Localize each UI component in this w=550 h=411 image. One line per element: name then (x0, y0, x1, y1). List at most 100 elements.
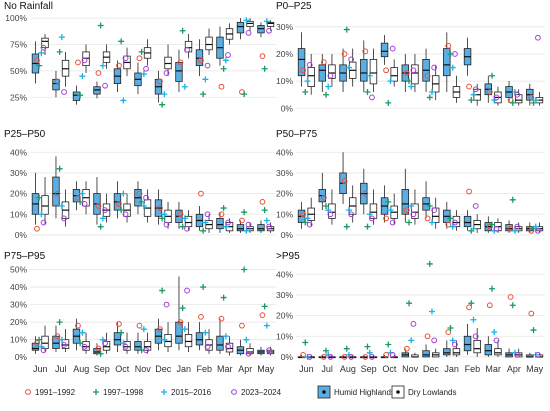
event-marker-28 (445, 329, 452, 336)
event-marker-25 (159, 287, 166, 294)
event-marker-42 (243, 336, 250, 343)
event-marker-6 (58, 34, 65, 41)
event-marker-15 (369, 354, 375, 360)
event-marker-10 (345, 207, 352, 214)
event-marker-47 (266, 223, 272, 230)
y-tick-label: 10% (10, 335, 27, 345)
event-marker-27 (431, 64, 438, 71)
event-marker-11 (81, 201, 88, 207)
event-marker-36 (218, 315, 225, 322)
event-marker-0 (300, 67, 306, 74)
humid-box-3-box (360, 59, 368, 82)
event-marker-26 (428, 89, 435, 95)
x-tick-label: May (526, 364, 544, 374)
event-marker-23 (410, 320, 417, 327)
panel-title: No Rainfall (4, 1, 53, 12)
event-marker-23 (410, 211, 417, 218)
event-marker-39 (493, 337, 500, 344)
panel-title: P0–P25 (276, 1, 312, 12)
event-marker-5 (56, 165, 63, 172)
event-marker-28 (177, 59, 184, 66)
event-marker-22 (408, 337, 415, 344)
event-marker-41 (241, 266, 248, 273)
event-marker-41 (241, 91, 248, 98)
event-marker-44 (259, 198, 266, 205)
event-marker-47 (535, 351, 541, 358)
event-marker-22 (140, 71, 147, 78)
x-tick-label: Nov (135, 364, 152, 374)
humid-box-9-box (216, 335, 224, 351)
event-marker-34 (202, 219, 209, 226)
event-marker-11 (81, 57, 88, 64)
event-marker-26 (161, 211, 168, 218)
dry-box-3-box (369, 59, 378, 85)
event-marker-10 (345, 64, 352, 71)
event-marker-17 (118, 329, 125, 336)
event-marker-25 (159, 101, 166, 108)
x-tick-label: Sep (361, 364, 377, 374)
y-tick-label: 40% (276, 269, 293, 279)
event-marker-5 (323, 203, 330, 209)
x-tick-label: Jul (55, 364, 67, 374)
event-marker-0 (34, 57, 40, 64)
legend-box-dot (396, 390, 400, 394)
event-marker-8 (341, 51, 348, 57)
event-marker-20 (403, 70, 410, 76)
humid-box-6-box (422, 350, 430, 358)
event-marker-33 (200, 227, 207, 234)
x-tick-label: Apr (507, 364, 521, 374)
event-marker-1 (36, 336, 43, 343)
event-marker-18 (120, 190, 127, 197)
event-marker-10 (79, 329, 86, 336)
legend-marker-label: 1997–1998 (103, 388, 144, 397)
event-marker-30 (181, 326, 188, 333)
y-tick-label: 20% (276, 311, 293, 321)
dry-box-3-box (369, 203, 378, 219)
event-marker-45 (261, 65, 268, 72)
event-marker-39 (225, 52, 231, 58)
event-marker-43 (245, 350, 252, 357)
dry-box-0-box (41, 195, 49, 215)
event-marker-37 (489, 285, 496, 292)
event-marker-35 (472, 86, 479, 93)
event-marker-19 (389, 45, 396, 52)
legend-marker-label: 1991–1992 (35, 388, 76, 397)
x-tick-label: Dec (155, 364, 172, 374)
event-marker-28 (177, 211, 184, 218)
event-marker-15 (102, 340, 108, 347)
humid-box-1-box (52, 335, 60, 349)
event-marker-35 (204, 211, 211, 218)
event-marker-29 (447, 215, 454, 222)
event-marker-47 (535, 227, 541, 234)
event-marker-14 (366, 72, 373, 79)
event-marker-7 (61, 342, 67, 348)
event-marker-5 (323, 91, 330, 98)
event-marker-0 (300, 211, 306, 218)
humid-box-8-box (463, 335, 472, 352)
x-tick-label: Jul (321, 364, 333, 374)
event-marker-26 (428, 308, 435, 315)
y-tick-label: 0% (15, 352, 28, 362)
event-marker-19 (389, 219, 396, 226)
event-marker-38 (491, 329, 498, 336)
event-marker-31 (452, 219, 458, 226)
event-marker-21 (138, 198, 145, 205)
event-marker-37 (220, 205, 227, 212)
event-marker-8 (341, 354, 348, 360)
event-marker-30 (449, 337, 456, 344)
x-tick-label: Mar (217, 364, 233, 374)
event-marker-40 (507, 225, 514, 232)
event-marker-23 (143, 65, 149, 72)
event-marker-19 (122, 55, 129, 62)
event-marker-46 (263, 217, 270, 224)
dry-box-7-box (184, 334, 193, 348)
y-tick-label: 30% (276, 168, 293, 178)
event-marker-16 (116, 62, 122, 69)
event-marker-13 (364, 89, 371, 95)
event-marker-33 (468, 300, 475, 307)
dry-box-8-box (205, 36, 213, 51)
event-marker-11 (348, 354, 355, 360)
event-marker-46 (263, 18, 270, 25)
y-tick-label: 25% (10, 92, 27, 102)
event-marker-25 (159, 215, 166, 222)
